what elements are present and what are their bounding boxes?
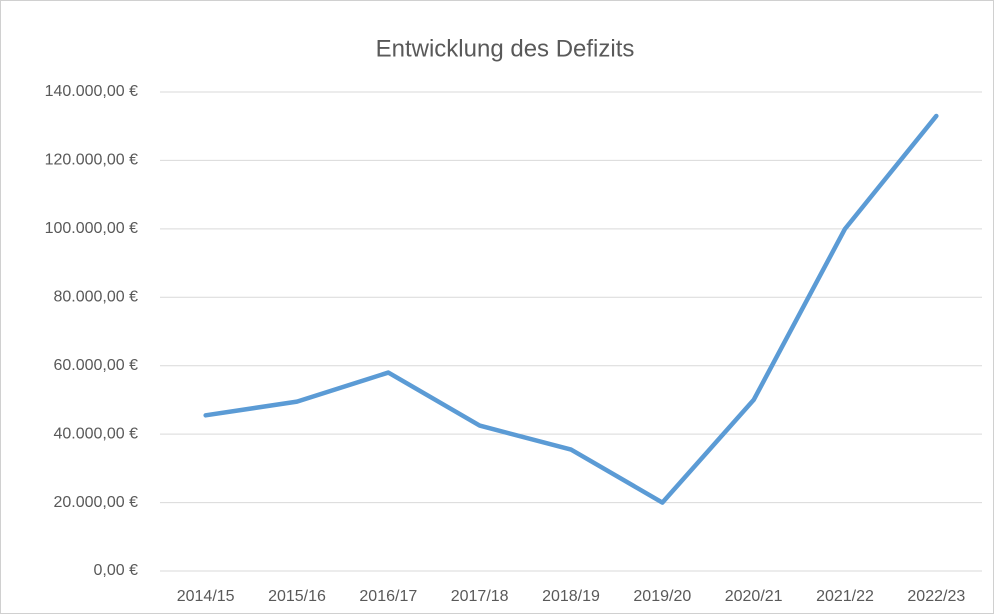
chart-title: Entwicklung des Defizits	[376, 35, 635, 62]
y-tick-label: 140.000,00 €	[45, 83, 139, 100]
x-tick-label: 2021/22	[816, 588, 874, 605]
x-tick-label: 2016/17	[359, 588, 417, 605]
data-line	[203, 113, 939, 505]
y-tick-label: 80.000,00 €	[53, 289, 138, 306]
y-tick-label: 0,00 €	[94, 562, 139, 579]
y-tick-label: 60.000,00 €	[53, 357, 138, 374]
y-tick-label: 40.000,00 €	[53, 425, 138, 442]
x-tick-label: 2020/21	[725, 588, 783, 605]
x-tick-label: 2015/16	[268, 588, 326, 605]
x-tick-label: 2014/15	[177, 588, 235, 605]
y-tick-label: 100.000,00 €	[45, 220, 139, 237]
x-tick-label: 2018/19	[542, 588, 600, 605]
x-tick-label: 2022/23	[907, 588, 965, 605]
x-tick-label: 2019/20	[633, 588, 691, 605]
x-tick-label: 2017/18	[451, 588, 509, 605]
y-tick-label: 20.000,00 €	[53, 494, 138, 511]
y-tick-label: 120.000,00 €	[45, 152, 139, 169]
